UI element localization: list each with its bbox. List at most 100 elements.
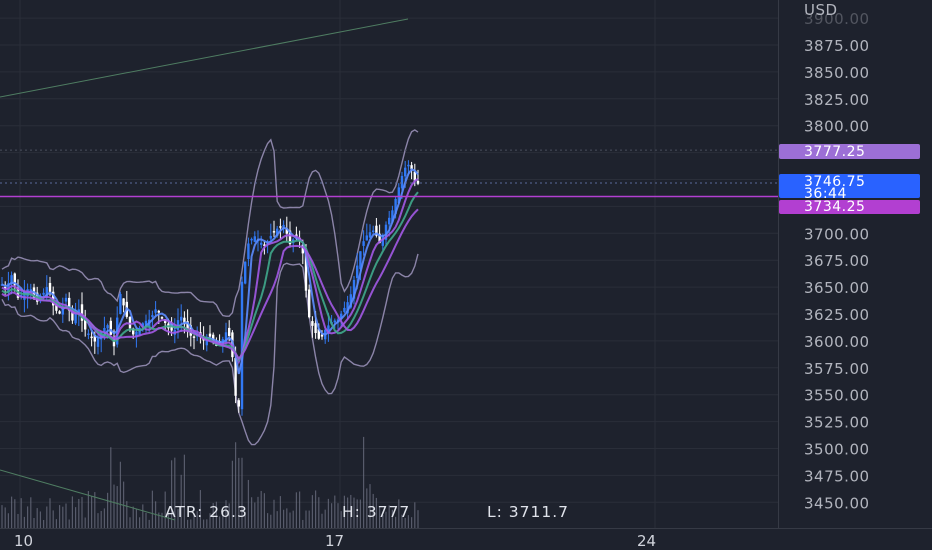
candle-body[interactable] [384,224,388,240]
candle-body[interactable] [212,334,215,342]
time-axis[interactable]: 10 17 24 [14,532,656,550]
candle-body[interactable] [112,338,116,347]
candle-body[interactable] [87,333,90,336]
candle-body[interactable] [388,217,391,225]
candle-body[interactable] [106,325,109,329]
candle-body[interactable] [176,320,180,330]
candle-body[interactable] [250,238,253,241]
candle-body[interactable] [343,307,346,312]
candle-body[interactable] [151,315,154,318]
candle-body[interactable] [234,358,237,396]
candle-body[interactable] [333,320,336,323]
trendline-upper[interactable] [0,18,409,98]
candle-body[interactable] [260,242,263,245]
candle-body[interactable] [55,303,58,311]
candle-body[interactable] [160,317,164,319]
candle-body[interactable] [404,167,407,177]
candle-body[interactable] [269,235,272,239]
candle-body[interactable] [4,286,7,289]
candle-body[interactable] [295,234,298,237]
candle-body[interactable] [228,327,231,336]
candle-body[interactable] [58,311,61,314]
candle-body[interactable] [68,297,71,311]
candle-body[interactable] [247,243,250,260]
candle-body[interactable] [71,311,74,321]
trendline-lower[interactable] [0,469,176,521]
candle-body[interactable] [224,332,228,343]
candle-body[interactable] [352,279,356,299]
candle-body[interactable] [394,198,397,215]
candle-body[interactable] [244,261,247,284]
candle-body[interactable] [391,210,394,223]
candle-body[interactable] [304,250,308,291]
candle-body[interactable] [356,265,359,279]
candle-body[interactable] [276,228,279,236]
candle-body[interactable] [372,230,375,233]
candle-body[interactable] [64,297,68,302]
candle-body[interactable] [164,319,167,323]
candle-body[interactable] [407,164,410,167]
candle-body[interactable] [253,236,256,242]
candle-body[interactable] [141,323,144,327]
candle-body[interactable] [84,318,87,330]
candle-body[interactable] [90,336,93,339]
candle-body[interactable] [80,304,84,321]
candle-body[interactable] [208,333,212,337]
candle-body[interactable] [378,233,381,244]
candle-body[interactable] [122,298,125,306]
candle-body[interactable] [263,244,266,246]
candle-body[interactable] [410,165,413,170]
candle-body[interactable] [154,309,157,313]
candle-body[interactable] [237,400,240,407]
candle-body[interactable] [320,334,324,337]
candle-body[interactable] [23,292,26,300]
candle-body[interactable] [362,241,365,246]
candle-body[interactable] [288,230,292,245]
candle-body[interactable] [205,338,208,346]
candle-body[interactable] [132,328,135,335]
candle-body[interactable] [103,327,106,333]
candle-body[interactable] [128,316,132,329]
candle-body[interactable] [317,329,320,339]
candle-body[interactable] [279,226,282,228]
candle-body[interactable] [109,320,112,335]
candle-body[interactable] [314,323,317,334]
candle-body[interactable] [13,273,16,286]
candle-body[interactable] [349,294,352,308]
candle-body[interactable] [375,225,378,236]
candle-body[interactable] [416,181,420,184]
candle-body[interactable] [308,289,311,318]
candle-body[interactable] [285,228,288,234]
candle-body[interactable] [144,320,148,328]
candle-body[interactable] [192,336,196,338]
volume-bars [1,436,419,528]
candle-body[interactable] [327,325,330,332]
candle-body[interactable] [10,275,13,285]
candle-body[interactable] [135,331,138,338]
candle-body[interactable] [180,316,183,321]
candle-body[interactable] [368,232,372,238]
candle-body[interactable] [93,334,96,342]
candle-body[interactable] [61,306,64,315]
candle-body[interactable] [340,313,343,319]
candle-body[interactable] [186,321,189,331]
candle-body[interactable] [240,281,244,410]
candle-body[interactable] [119,293,122,315]
candle-body[interactable] [359,251,362,270]
candle-body[interactable] [413,171,416,181]
candle-body[interactable] [272,231,276,233]
candle-body[interactable] [42,292,45,295]
candle-body[interactable] [397,187,400,204]
candle-body[interactable] [311,321,314,326]
candle-body[interactable] [157,310,160,313]
candle-body[interactable] [183,317,186,325]
candle-body[interactable] [301,244,304,254]
candle-body[interactable] [400,175,404,189]
candle-body[interactable] [74,312,77,324]
candle-body[interactable] [365,235,368,241]
candle-body[interactable] [96,338,100,347]
candle-body[interactable] [346,302,349,314]
candle-body[interactable] [48,282,52,293]
candle-body[interactable] [45,287,48,298]
